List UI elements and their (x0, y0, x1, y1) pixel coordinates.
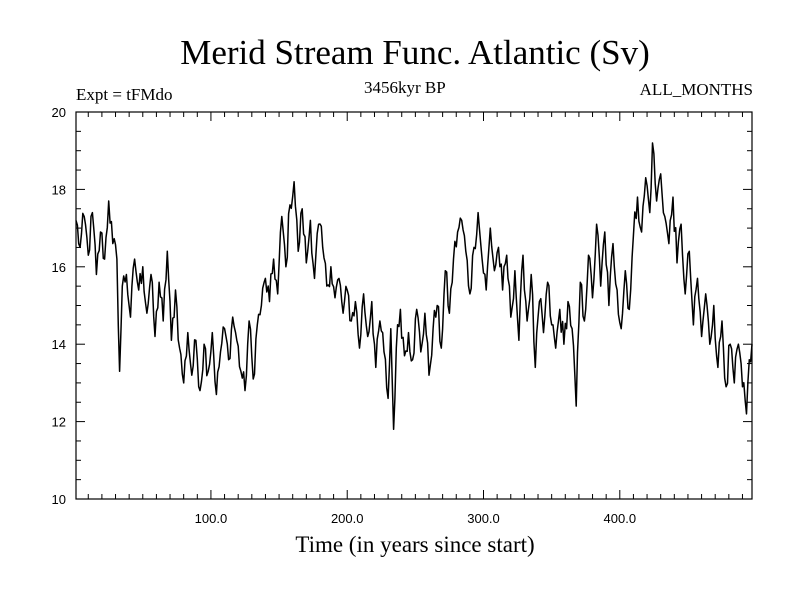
x-tick-label: 400.0 (604, 511, 637, 526)
chart-subtitle: 3456kyr BP (364, 78, 446, 97)
y-tick-label: 20 (52, 105, 66, 120)
x-tick-label: 200.0 (331, 511, 364, 526)
months-label: ALL_MONTHS (639, 80, 753, 99)
experiment-label: Expt = tFMdo (76, 85, 173, 104)
chart-title: Merid Stream Func. Atlantic (Sv) (180, 33, 650, 72)
x-axis-label: Time (in years since start) (295, 532, 535, 557)
x-tick-label: 100.0 (195, 511, 228, 526)
y-tick-label: 18 (52, 182, 66, 197)
axis-tick-labels: 100.0 200.0 300.0 400.0 10 12 14 16 18 20 (52, 105, 637, 526)
y-tick-label: 16 (52, 260, 66, 275)
y-tick-label: 14 (52, 337, 66, 352)
axis-ticks (76, 112, 752, 499)
series-line (75, 142, 753, 431)
x-tick-label: 300.0 (467, 511, 500, 526)
y-tick-label: 12 (52, 415, 66, 430)
y-tick-label: 10 (52, 492, 66, 507)
